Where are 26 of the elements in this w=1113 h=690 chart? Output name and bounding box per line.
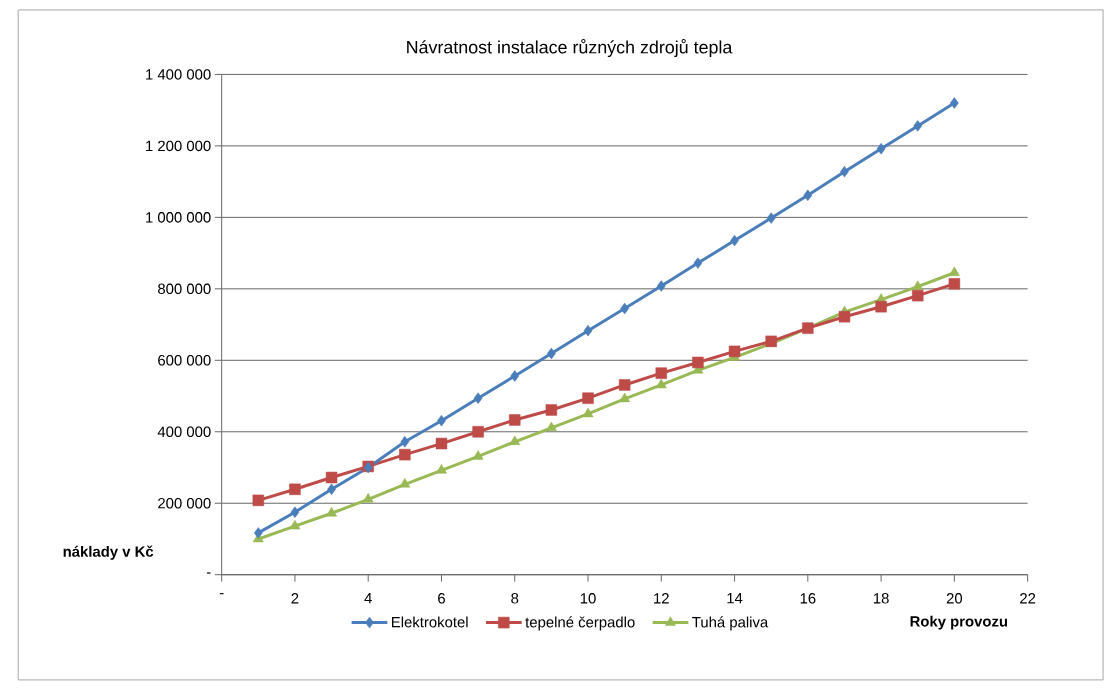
x-tick-label: 14 bbox=[727, 593, 743, 604]
x-tick-label: - bbox=[219, 593, 224, 595]
y-tick-label: 1 000 000 bbox=[146, 212, 211, 223]
y-tick-label: - bbox=[206, 572, 211, 574]
x-tick-label: 12 bbox=[654, 593, 669, 604]
y-axis-title: náklady v Kč bbox=[63, 545, 154, 560]
chart-title: Návratnost instalace různých zdrojů tepla bbox=[407, 39, 733, 58]
legend-label: Tuhá paliva bbox=[692, 616, 769, 631]
y-tick-label: 200 000 bbox=[158, 498, 211, 509]
legend-label: tepelné čerpadlo bbox=[525, 616, 635, 631]
x-tick-label: 10 bbox=[580, 593, 596, 604]
y-tick-label: 600 000 bbox=[158, 355, 211, 366]
x-tick-label: 20 bbox=[946, 593, 963, 604]
x-tick-label: 18 bbox=[873, 593, 889, 604]
x-tick-label: 8 bbox=[511, 593, 519, 604]
x-tick-label: 6 bbox=[438, 593, 445, 604]
y-tick-label: 400 000 bbox=[157, 426, 211, 438]
x-axis-title: Roky provozu bbox=[910, 615, 1008, 630]
x-tick-label: 16 bbox=[800, 593, 816, 604]
y-tick-label: 800 000 bbox=[158, 283, 211, 295]
x-tick-label: 4 bbox=[364, 593, 372, 604]
y-tick-label: 1 400 000 bbox=[146, 69, 211, 80]
y-tick-label: 1 200 000 bbox=[146, 140, 211, 152]
legend-label: Elektrokotel bbox=[392, 616, 468, 628]
x-tick-label: 2 bbox=[291, 593, 299, 604]
x-tick-label: 22 bbox=[1020, 593, 1036, 604]
